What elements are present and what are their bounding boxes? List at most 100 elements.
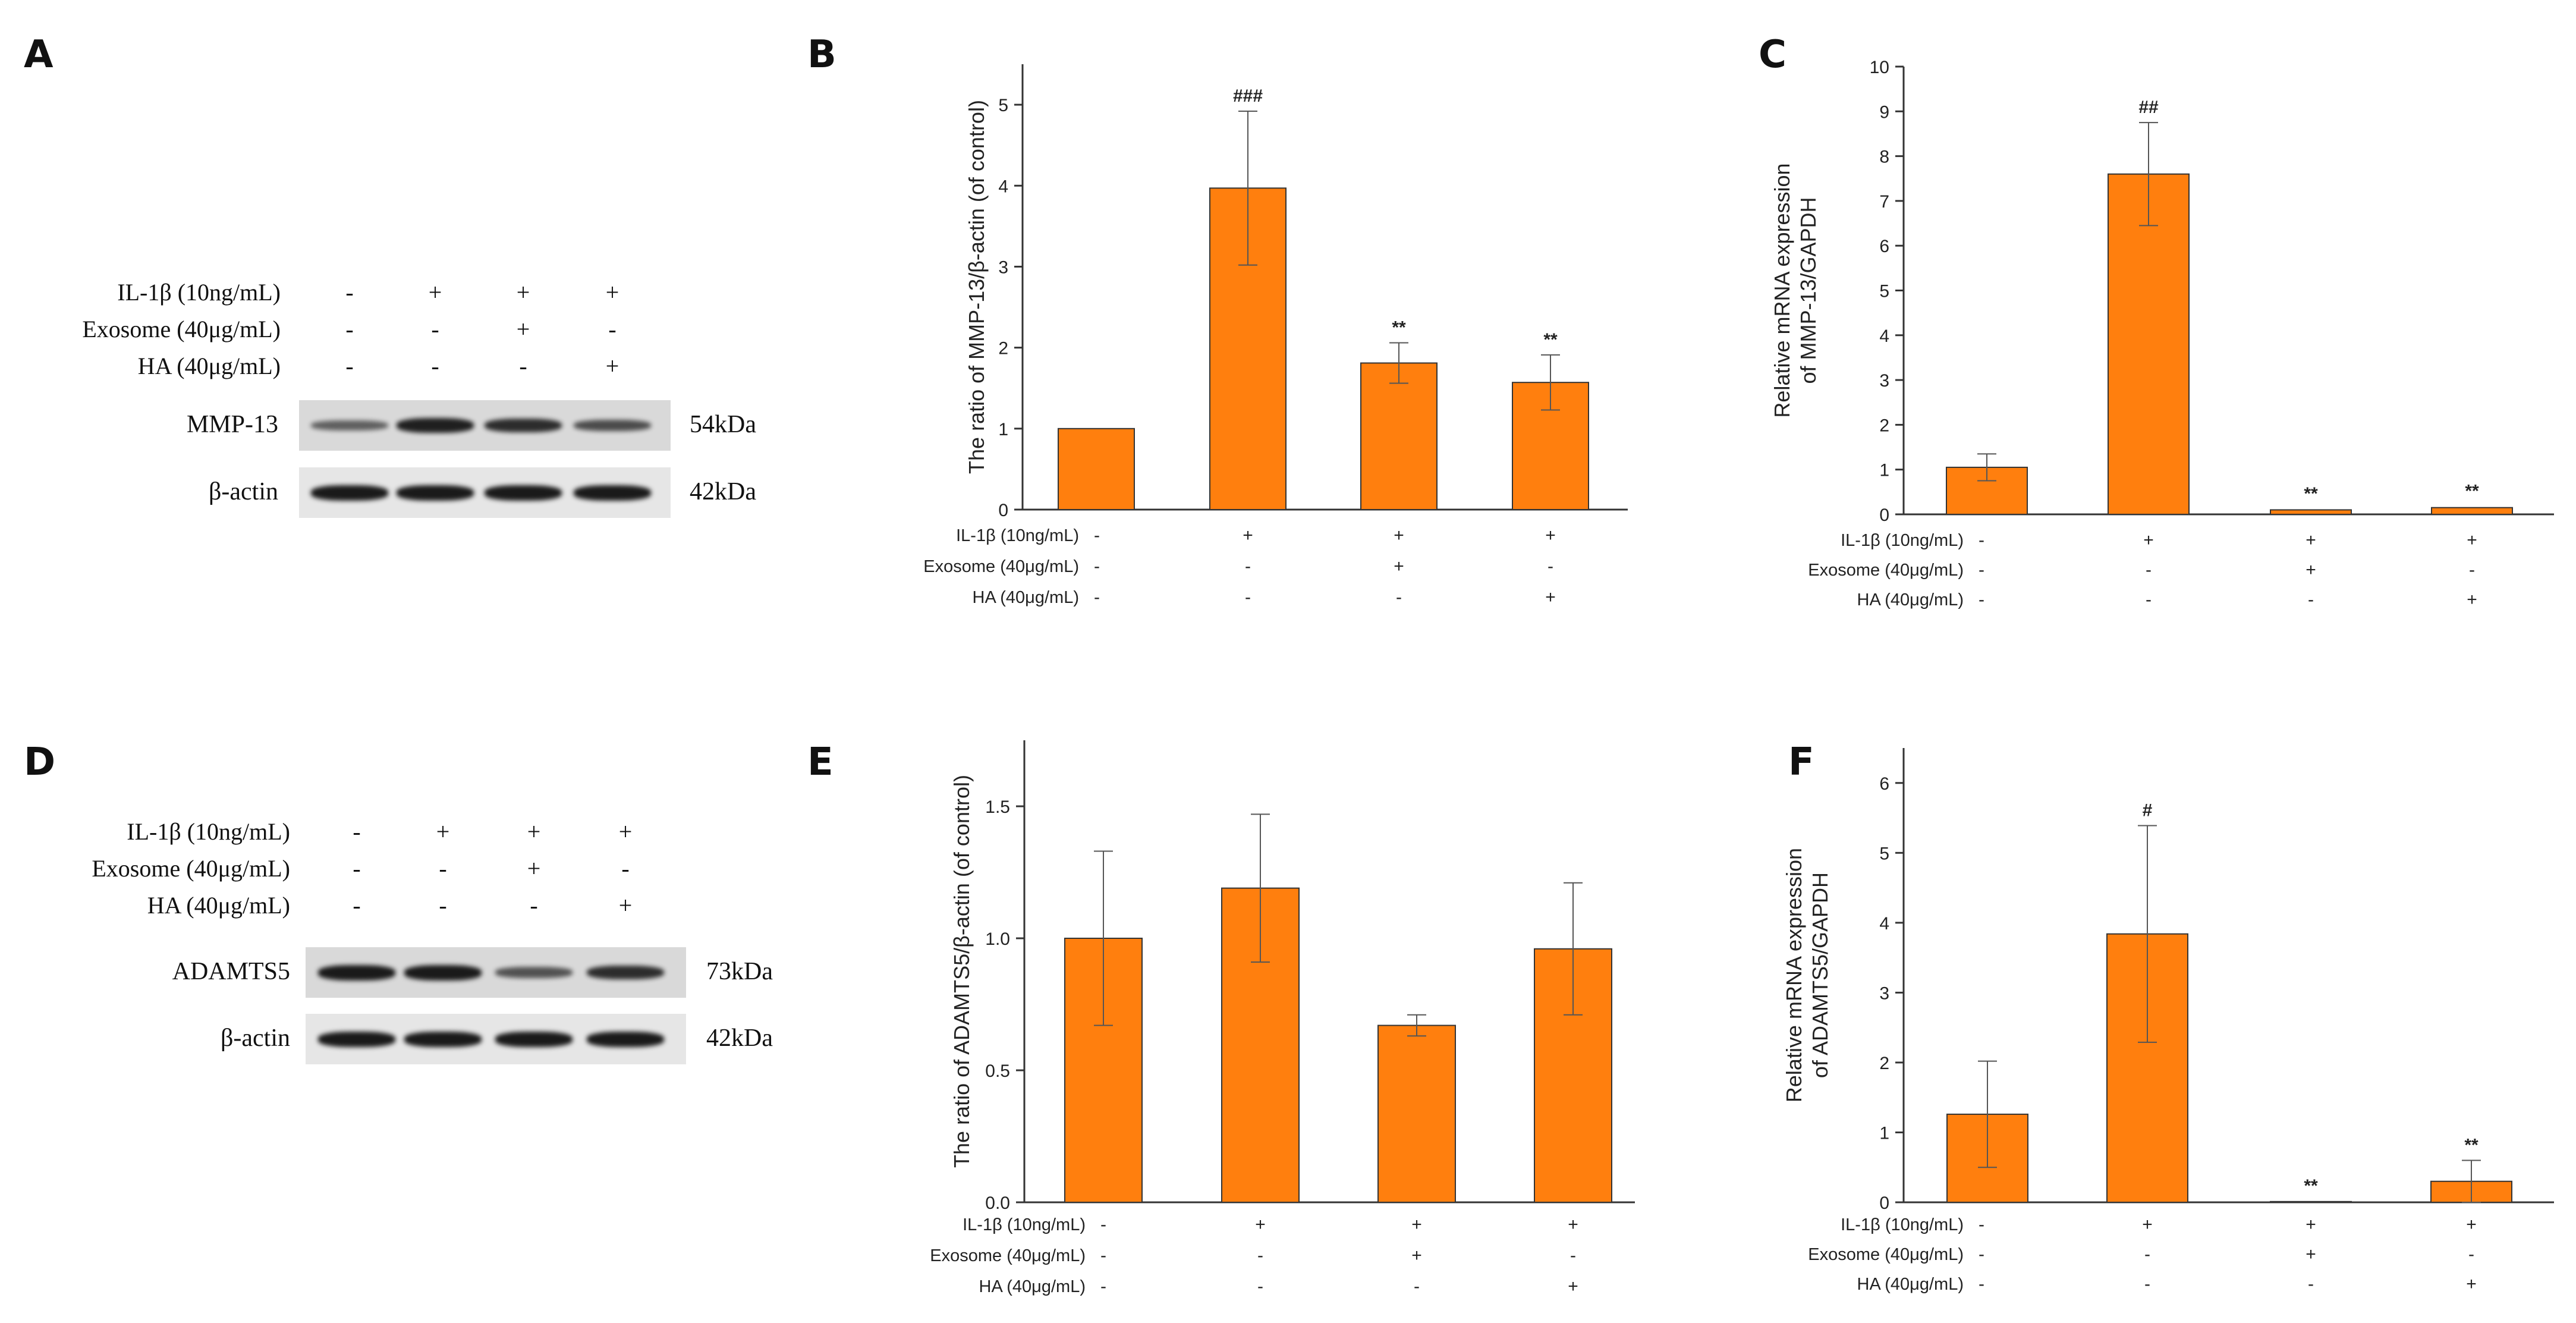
y-tick-label: 10 [1870, 58, 1889, 77]
condition-sign: + [2305, 1245, 2316, 1264]
condition-sign: - [1979, 1215, 1984, 1234]
y-tick-label: 3 [998, 257, 1008, 277]
condition-label: Exosome (40μg/mL) [92, 855, 290, 882]
condition-sign: + [2305, 530, 2316, 550]
y-tick-label: 5 [1879, 844, 1889, 863]
condition-label: HA (40μg/mL) [1857, 1275, 1964, 1294]
y-tick-label: 7 [1879, 192, 1889, 212]
band-label: β-actin [209, 477, 278, 505]
condition-sign: + [618, 818, 633, 845]
condition-sign: - [345, 316, 354, 342]
molecular-weight-label: 42kDa [690, 477, 756, 505]
panel-letter-f: F [1788, 740, 1814, 784]
condition-sign: - [353, 855, 361, 882]
condition-label: Exosome (40μg/mL) [923, 557, 1079, 576]
bar [1377, 1025, 1456, 1203]
y-axis-label: Relative mRNA expression [1782, 848, 1806, 1102]
condition-sign: - [1100, 1246, 1106, 1265]
y-tick-label: 3 [1879, 983, 1889, 1003]
bar [1360, 362, 1438, 511]
condition-sign: - [1979, 590, 1984, 609]
y-tick-label: 1.0 [985, 929, 1010, 949]
blot-band [311, 485, 388, 501]
significance-annotation: ** [2465, 481, 2479, 501]
condition-sign: + [1545, 526, 1556, 545]
condition-sign: - [2144, 1245, 2150, 1264]
condition-sign: - [439, 855, 447, 882]
y-tick-label: 4 [998, 177, 1008, 196]
y-tick-label: 0.0 [985, 1193, 1010, 1213]
significance-annotation: ** [2304, 484, 2318, 504]
condition-sign: - [530, 892, 538, 919]
y-tick-label: 5 [1879, 282, 1889, 301]
condition-sign: + [2305, 560, 2316, 580]
y-tick-label: 4 [1879, 914, 1889, 934]
y-tick-label: 5 [998, 96, 1008, 115]
y-tick-label: 0 [1879, 505, 1889, 525]
blot-band [495, 967, 573, 978]
condition-sign: + [428, 279, 442, 306]
condition-sign: - [1100, 1277, 1106, 1296]
blot-band [587, 1031, 664, 1047]
condition-sign: - [1245, 587, 1251, 607]
condition-sign: - [1548, 557, 1553, 576]
blot-band [495, 1031, 573, 1047]
condition-sign: - [353, 892, 361, 919]
condition-sign: + [2305, 1215, 2316, 1234]
molecular-weight-label: 73kDa [706, 957, 773, 985]
condition-sign: - [345, 279, 354, 306]
condition-sign: - [608, 316, 617, 342]
bar [2431, 507, 2513, 516]
condition-sign: - [2144, 1274, 2150, 1294]
blot-strip [299, 400, 671, 451]
western-blot-panel-a: IL-1β (10ng/mL) - + + + Exosome (40μg/mL) - - + -… [0, 0, 797, 654]
condition-sign: + [1568, 1215, 1578, 1234]
condition-sign: - [1245, 557, 1251, 576]
bar [1209, 187, 1287, 511]
chart-e: 0.0 0.5 1.0 1.5 The ratio of ADAMTS5/β-actin… [930, 740, 1635, 1296]
condition-label: IL-1β (10ng/mL) [1841, 531, 1964, 550]
condition-sign: + [516, 316, 530, 342]
bar [1946, 466, 2028, 515]
molecular-weight-label: 54kDa [690, 410, 756, 438]
blot-band [587, 965, 664, 980]
bar [1058, 428, 1135, 510]
molecular-weight-label: 42kDa [706, 1024, 773, 1052]
y-tick-label: 0.5 [985, 1061, 1010, 1081]
y-tick-label: 6 [1879, 237, 1889, 256]
bar [1946, 1113, 2028, 1203]
blot-band [485, 418, 562, 433]
blot-band [318, 964, 395, 981]
y-axis-label: of ADAMTS5/GAPDH [1808, 872, 1832, 1078]
condition-sign: + [618, 892, 633, 919]
y-axis-label: of MMP-13/GAPDH [1796, 197, 1820, 384]
condition-label: IL-1β (10ng/mL) [1841, 1215, 1964, 1234]
blot-band [318, 1031, 395, 1047]
blot-band [397, 485, 474, 501]
significance-annotation: ** [1392, 318, 1406, 337]
blot-band [574, 419, 651, 432]
condition-sign: + [1394, 557, 1404, 576]
y-tick-label: 8 [1879, 147, 1889, 167]
condition-sign: - [2468, 1245, 2474, 1264]
y-axis-label: The ratio of MMP-13/β-actin (of control) [964, 100, 989, 474]
y-tick-label: 9 [1879, 102, 1889, 122]
condition-sign: + [527, 818, 541, 845]
condition-sign: - [345, 353, 354, 379]
condition-sign: - [1570, 1246, 1576, 1265]
condition-sign: - [1979, 560, 1984, 580]
condition-sign: - [1257, 1277, 1263, 1296]
significance-annotation: # [2143, 800, 2153, 820]
chart-b: 0 1 2 3 4 5 The ratio of MMP-13/β-actin (of co… [923, 64, 1628, 607]
condition-sign: + [2466, 1215, 2477, 1234]
y-tick-label: 1 [998, 420, 1008, 439]
blot-strip [306, 1014, 686, 1064]
blot-band [574, 485, 651, 501]
chart-c: 0 1 2 3 4 5 6 7 8 9 10 Relative mRNA expression of M… [1770, 58, 2554, 609]
chart-f: 0 1 2 3 4 5 6 Relative mRNA expression of ADAMTS… [1782, 748, 2554, 1294]
condition-label: IL-1β (10ng/mL) [963, 1215, 1086, 1234]
blot-band [404, 1031, 482, 1047]
condition-sign: - [2146, 590, 2152, 609]
significance-annotation: ## [2138, 98, 2159, 117]
condition-sign: + [516, 279, 530, 306]
